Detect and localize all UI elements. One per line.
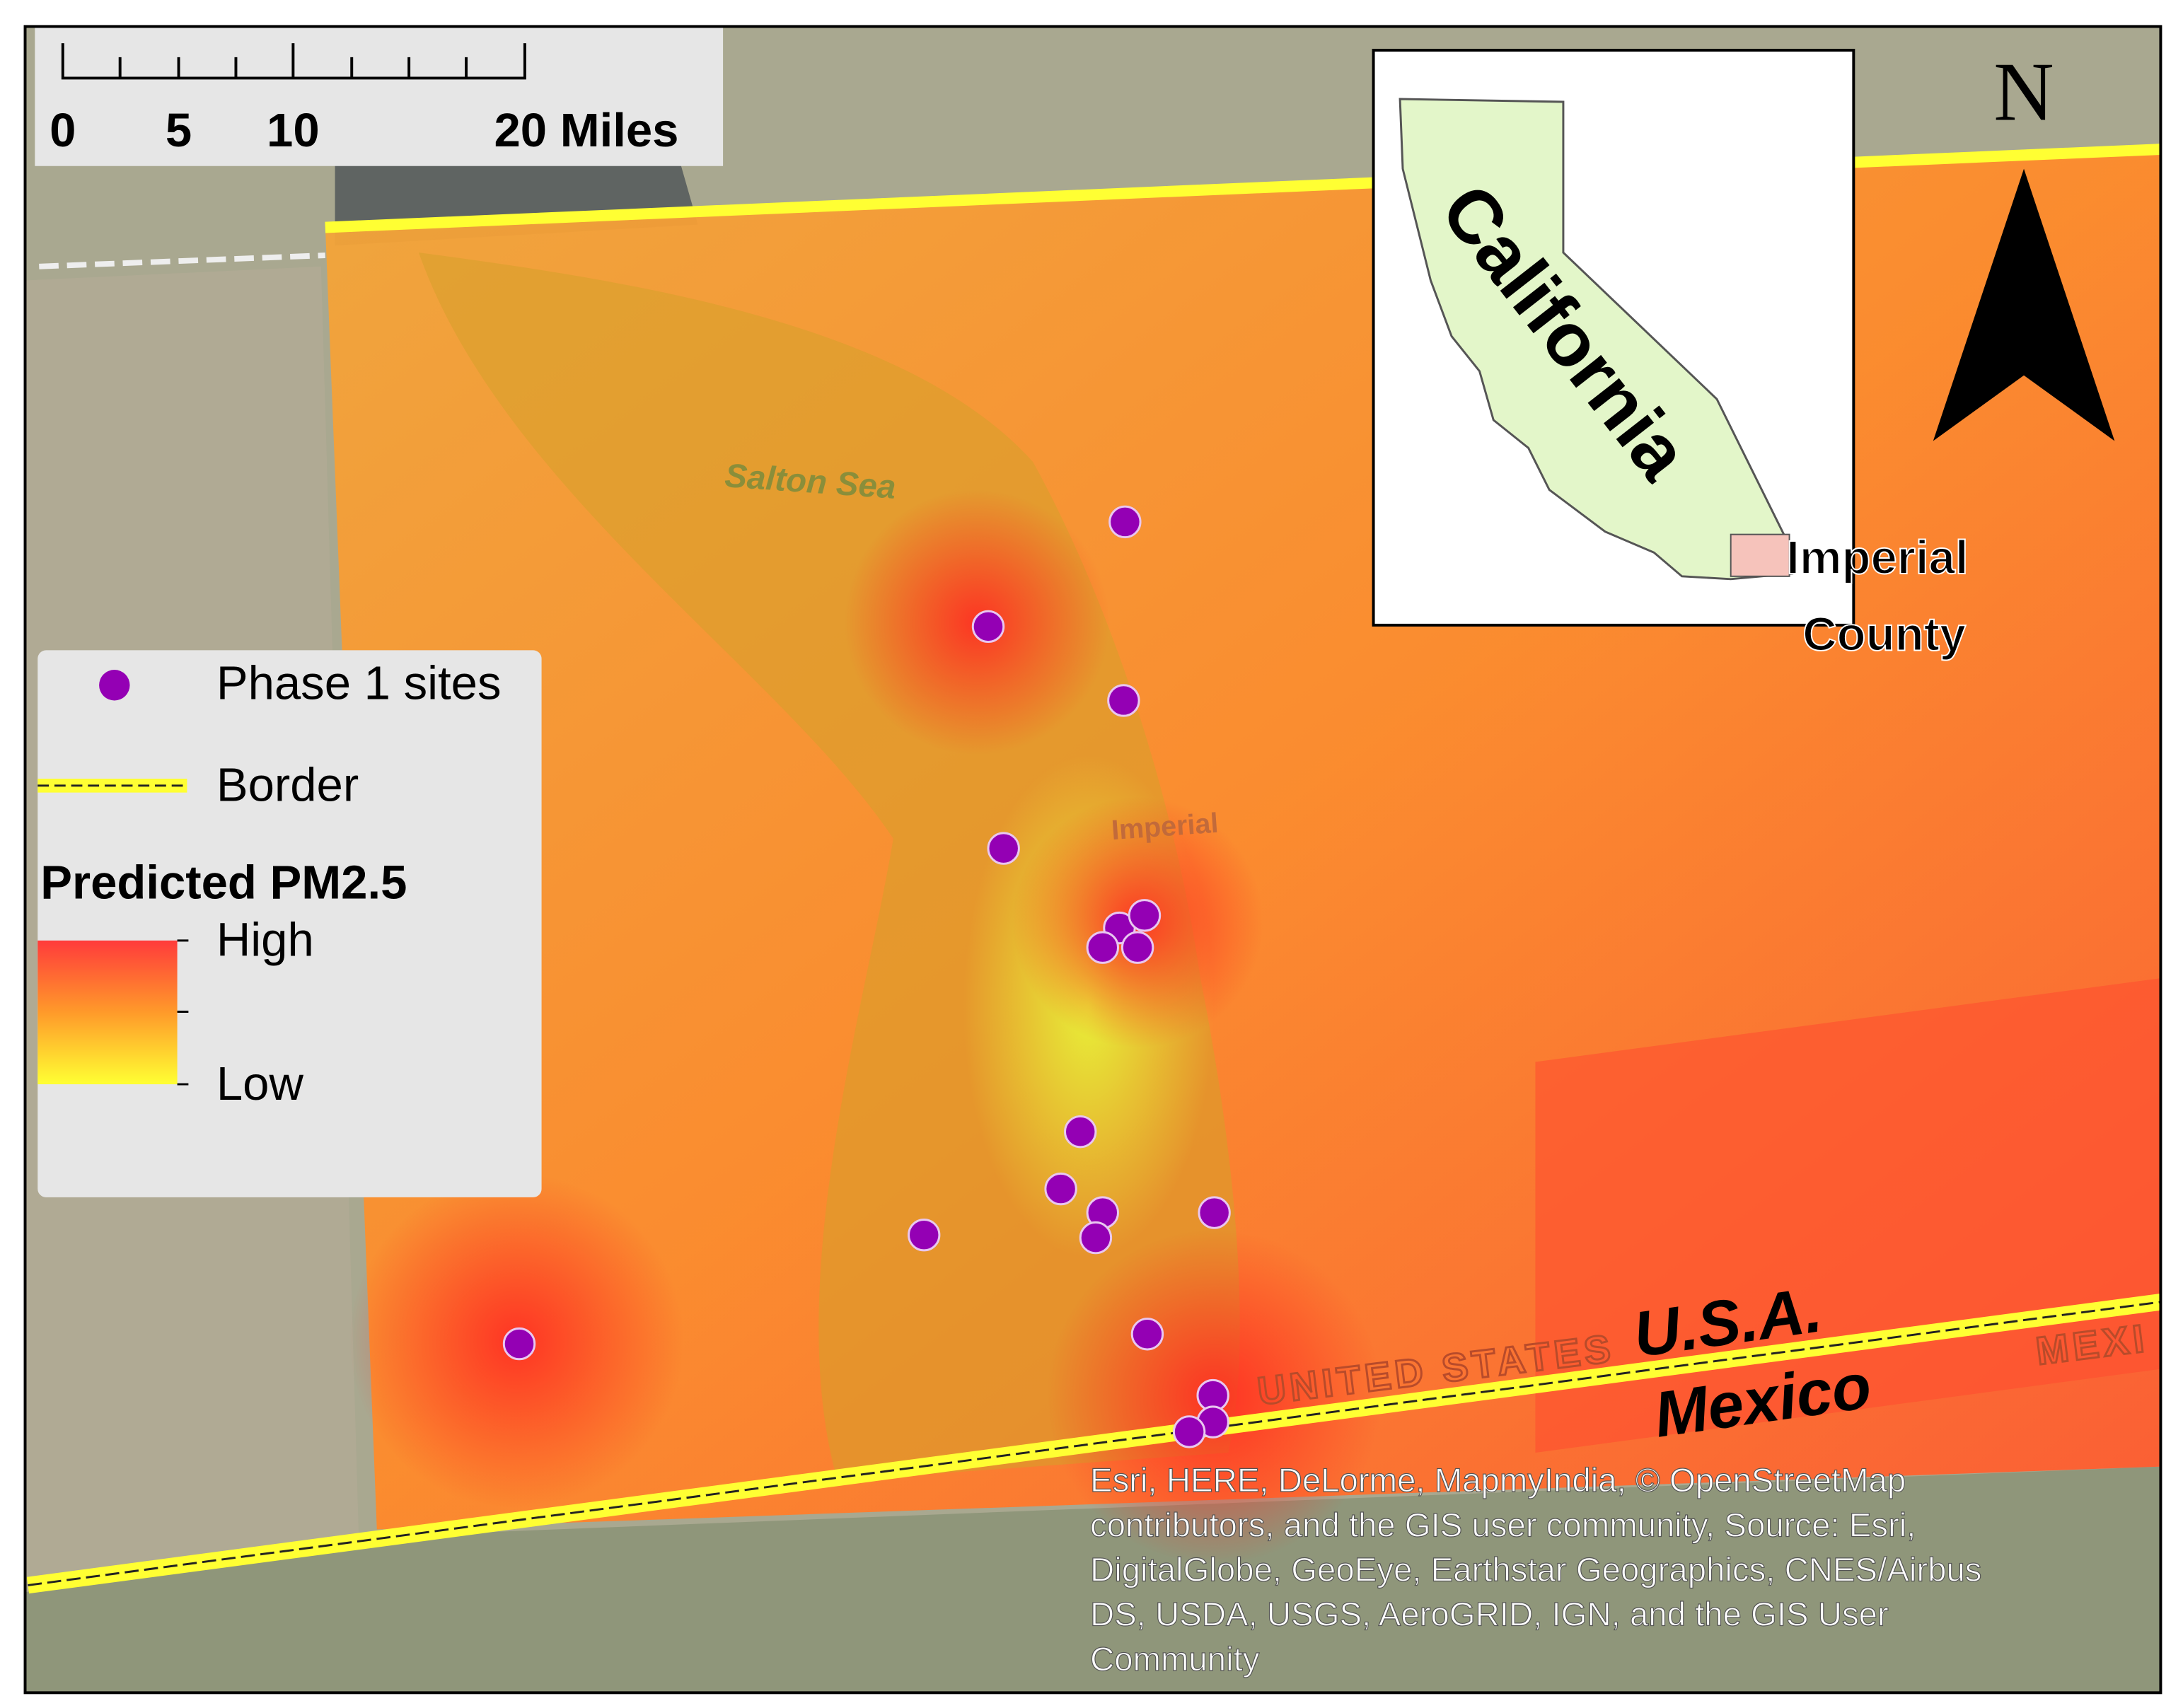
- road: [39, 252, 325, 269]
- california-shape: [1399, 98, 1794, 581]
- legend-label: Phase 1 sites: [216, 656, 502, 709]
- county-label: Imperial: [1786, 531, 1968, 584]
- county-label: County: [1802, 608, 1966, 661]
- legend-label: Border: [216, 759, 359, 812]
- attribution-line: Community: [1090, 1641, 1260, 1678]
- site: [1198, 1196, 1231, 1229]
- attribution-line: DigitalGlobe, GeoEye, Earthstar Geograph…: [1090, 1552, 1981, 1589]
- site: [1108, 505, 1142, 539]
- site: [1064, 1115, 1097, 1149]
- site: [987, 832, 1020, 865]
- north-arrow: N: [1933, 46, 2115, 441]
- city-label: Imperial: [1111, 808, 1220, 846]
- terrain: [25, 1466, 2161, 1693]
- attribution-line: DS, USDA, USGS, AeroGRID, IGN, and the G…: [1090, 1596, 1889, 1634]
- site: [1107, 684, 1140, 717]
- site: [1079, 1221, 1113, 1255]
- north-arrow-shape: [1933, 168, 2115, 441]
- attribution-line: contributors, and the GIS user community…: [1090, 1506, 1916, 1544]
- map-frame: [23, 25, 2162, 1695]
- sites: [502, 505, 1231, 1448]
- scale-bar-ruler: [61, 43, 526, 80]
- north-label: N: [1993, 46, 2054, 139]
- legend-site-symbol: [99, 670, 130, 701]
- pm25-surface: [325, 148, 2161, 1564]
- site: [1128, 899, 1162, 932]
- intl-border-dash: [28, 1301, 2161, 1586]
- scale-label: 20 Miles: [494, 104, 678, 157]
- legend: Phase 1 sites Border Predicted PM2.5 Hig…: [37, 650, 542, 1197]
- site: [1044, 1172, 1077, 1206]
- site: [1121, 931, 1154, 964]
- site: [1086, 931, 1119, 964]
- scale-label: 0: [50, 104, 76, 157]
- inset-map: California Imperial County: [1372, 48, 1969, 661]
- attribution-line: Esri, HERE, DeLorme, MapmyIndia, © OpenS…: [1090, 1462, 1906, 1499]
- legend-label: High: [216, 914, 314, 967]
- site: [1130, 1318, 1164, 1351]
- legend-ramp-ticks: [177, 939, 189, 1086]
- scale-bar: 0 5 10 20 Miles: [35, 26, 724, 166]
- site: [1172, 1415, 1206, 1448]
- legend-title: Predicted PM2.5: [40, 856, 407, 910]
- scale-label: 10: [267, 104, 320, 157]
- high-zone: [1535, 978, 2161, 1453]
- legend-ramp: [37, 940, 178, 1085]
- legend-label: Low: [216, 1057, 304, 1110]
- attribution: Esri, HERE, DeLorme, MapmyIndia, © OpenS…: [1089, 1462, 1982, 1679]
- imperial-county-shape: [1730, 533, 1790, 577]
- site: [908, 1218, 941, 1252]
- site: [502, 1327, 536, 1361]
- site: [971, 610, 1005, 644]
- scale-label: 5: [166, 104, 192, 157]
- scale-bar-box: [35, 26, 724, 166]
